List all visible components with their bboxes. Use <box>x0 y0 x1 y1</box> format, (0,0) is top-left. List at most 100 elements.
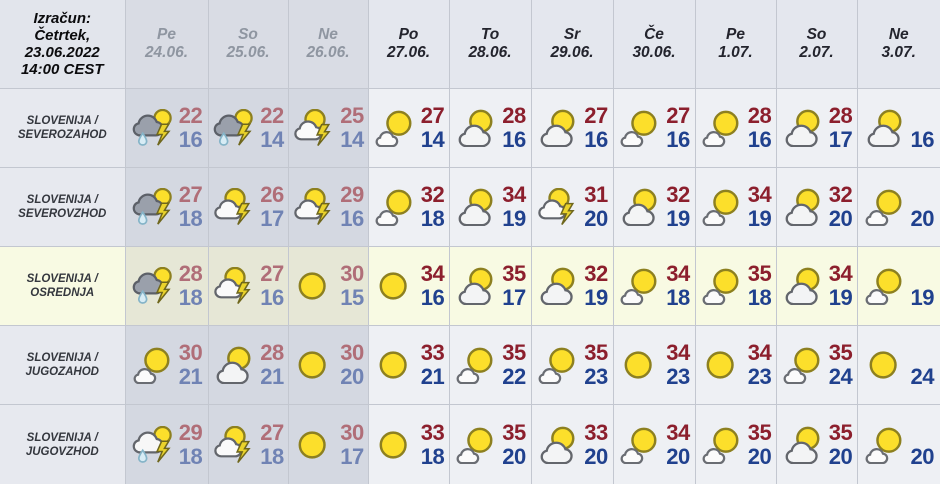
temperatures: 32 18 <box>421 182 445 231</box>
partly-cloudy-icon <box>454 267 500 305</box>
forecast-cell: 27 18 <box>125 166 209 247</box>
column-header-26-06: Ne 26.06. <box>288 0 369 89</box>
forecast-cell: 27 16 <box>208 245 289 326</box>
temperatures: 19 <box>911 262 935 310</box>
temperatures: 35 20 <box>748 420 772 469</box>
high-temp: 27 <box>666 102 690 128</box>
low-temp: 18 <box>666 284 690 310</box>
low-temp: 17 <box>828 126 853 152</box>
forecast-cell: 34 19 <box>776 245 858 326</box>
forecast-cell: 27 16 <box>613 88 696 168</box>
mostly-sunny-icon <box>863 267 909 305</box>
sunny-icon <box>292 426 338 464</box>
high-temp: 34 <box>747 340 772 366</box>
forecast-cell: 34 16 <box>368 245 450 326</box>
mostly-sunny-icon <box>536 346 582 384</box>
temperatures: 34 19 <box>502 182 526 231</box>
region-label-line: JUGOZAHOD <box>25 366 99 379</box>
column-day: Če <box>644 25 664 43</box>
low-temp: 17 <box>340 443 364 469</box>
high-temp: 29 <box>340 181 364 207</box>
column-day: Po <box>398 25 419 43</box>
forecast-cell: 33 21 <box>368 325 450 405</box>
high-temp: 29 <box>178 419 203 445</box>
column-header-28-06: To 28.06. <box>449 0 532 89</box>
temperatures: 32 19 <box>584 261 608 310</box>
partly-cloudy-icon <box>536 267 582 305</box>
forecast-cell: 22 14 <box>208 88 289 168</box>
region-row: SLOVENIJA / JUGOVZHOD 29 18 27 18 30 17 33 18 35 20… <box>0 404 940 484</box>
partly-cloudy-icon <box>863 109 909 147</box>
temperatures: 28 21 <box>260 341 284 389</box>
forecast-cell: 22 16 <box>125 88 209 168</box>
partly-cloudy-icon <box>454 109 500 147</box>
low-temp: 22 <box>502 364 526 390</box>
column-day: Pe <box>157 25 176 43</box>
region-label: SLOVENIJA / OSREDNJA <box>0 245 126 326</box>
high-temp: 30 <box>340 340 364 366</box>
temperatures: 27 18 <box>178 182 203 231</box>
mostly-sunny-icon <box>618 426 664 464</box>
forecast-cell: 35 17 <box>449 245 532 326</box>
forecast-cell: 35 24 <box>776 325 858 405</box>
thunder-icon <box>212 188 258 226</box>
low-temp: 18 <box>178 284 203 310</box>
column-date: 24.06. <box>144 43 189 61</box>
forecast-cell: 31 20 <box>531 166 614 247</box>
region-label-line: SLOVENIJA / <box>26 114 98 127</box>
forecast-cell: 32 20 <box>776 166 858 247</box>
low-temp: 16 <box>584 126 608 152</box>
low-temp: 16 <box>747 126 772 152</box>
mostly-sunny-icon <box>454 346 500 384</box>
column-date: 28.06. <box>468 43 512 61</box>
thunder-icon <box>292 188 338 226</box>
temperatures: 34 18 <box>666 261 690 310</box>
forecast-cell: 35 23 <box>531 325 614 405</box>
low-temp: 19 <box>666 205 690 231</box>
low-temp: 20 <box>502 443 526 469</box>
high-temp: 32 <box>666 181 690 207</box>
high-temp: 33 <box>584 419 608 445</box>
forecast-cell: 28 16 <box>449 88 532 168</box>
temperatures: 28 18 <box>178 261 203 310</box>
forecast-cell: 30 20 <box>288 325 369 405</box>
high-temp: 34 <box>747 181 772 207</box>
temperatures: 25 14 <box>340 103 364 152</box>
forecast-cell: 16 <box>857 88 940 168</box>
sunny-icon <box>292 267 338 305</box>
mostly-sunny-icon <box>700 267 746 305</box>
low-temp: 20 <box>828 205 853 231</box>
high-temp: 34 <box>666 340 690 366</box>
high-temp: 35 <box>828 419 853 445</box>
high-temp: 22 <box>260 102 284 128</box>
high-temp: 27 <box>260 260 284 286</box>
region-label: SLOVENIJA / JUGOVZHOD <box>0 404 126 484</box>
region-label-line: SEVEROVZHOD <box>18 207 107 220</box>
temperatures: 29 16 <box>340 181 364 231</box>
sunny-icon <box>373 426 419 464</box>
high-temp: 35 <box>747 260 772 286</box>
thunder-rain-dark-icon <box>131 267 177 305</box>
temperatures: 30 20 <box>340 340 364 389</box>
column-header-25-06: So 25.06. <box>208 0 289 89</box>
temperatures: 35 22 <box>502 341 526 390</box>
temperatures: 20 <box>911 421 935 469</box>
temperatures: 28 16 <box>502 103 526 152</box>
low-temp: 23 <box>747 364 772 390</box>
forecast-cell: 32 19 <box>613 166 696 247</box>
low-temp: 18 <box>178 205 203 231</box>
mostly-sunny-icon <box>700 188 746 226</box>
partly-cloudy-icon <box>536 109 582 147</box>
high-temp: 30 <box>340 260 364 286</box>
column-date: 30.06. <box>632 43 676 61</box>
thunder-rain-dark-icon <box>131 188 177 226</box>
forecast-cell: 35 18 <box>695 245 777 326</box>
temperatures: 34 23 <box>666 340 690 389</box>
sunny-icon <box>700 346 746 384</box>
region-label-line: JUGOVZHOD <box>25 445 99 458</box>
column-date: 2.07. <box>799 43 834 61</box>
region-row: SLOVENIJA / SEVEROZAHOD 22 16 22 14 25 14 27 14 28… <box>0 88 940 168</box>
high-temp: 28 <box>747 102 772 128</box>
column-day: Pe <box>726 25 745 43</box>
forecast-cell: 35 22 <box>449 325 532 405</box>
